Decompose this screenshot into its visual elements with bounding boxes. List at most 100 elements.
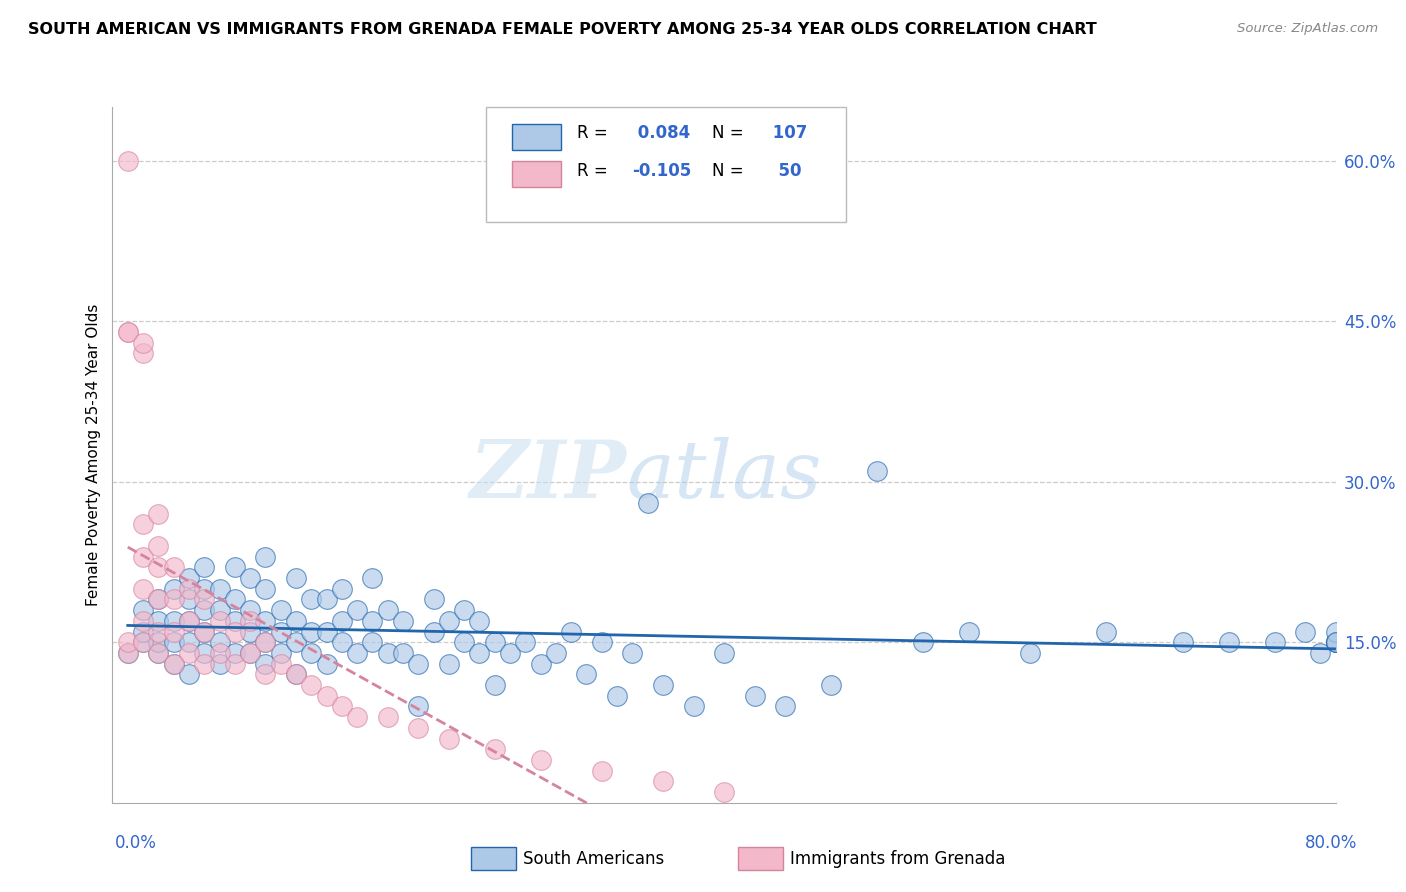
Point xyxy=(148,646,170,660)
Point xyxy=(1324,635,1347,649)
Point xyxy=(117,153,139,168)
Point xyxy=(408,721,430,735)
Point xyxy=(177,571,200,585)
Point xyxy=(224,560,246,574)
Point xyxy=(254,657,277,671)
Point xyxy=(132,624,155,639)
Point xyxy=(148,539,170,553)
Text: R =: R = xyxy=(578,162,607,180)
Point xyxy=(468,614,491,628)
Point xyxy=(484,635,506,649)
Point xyxy=(224,614,246,628)
Point xyxy=(254,549,277,564)
Point xyxy=(132,614,155,628)
Point xyxy=(1264,635,1286,649)
Point xyxy=(330,635,353,649)
Point xyxy=(148,624,170,639)
Point xyxy=(239,614,262,628)
Point xyxy=(408,657,430,671)
Point xyxy=(177,646,200,660)
Point xyxy=(713,785,735,799)
Point xyxy=(530,753,553,767)
Point xyxy=(652,774,675,789)
Point xyxy=(437,614,460,628)
Point xyxy=(117,325,139,339)
Point xyxy=(254,614,277,628)
Point xyxy=(208,657,231,671)
Point xyxy=(1218,635,1240,649)
Point xyxy=(193,624,215,639)
Point xyxy=(377,646,399,660)
Point xyxy=(484,742,506,756)
Point xyxy=(330,699,353,714)
Point xyxy=(224,646,246,660)
Point xyxy=(239,646,262,660)
Point xyxy=(1309,646,1331,660)
Point xyxy=(270,603,292,617)
Point xyxy=(177,635,200,649)
Point xyxy=(437,731,460,746)
Point xyxy=(193,603,215,617)
Point xyxy=(132,635,155,649)
Text: 107: 107 xyxy=(766,125,807,143)
Point xyxy=(1324,635,1347,649)
Point xyxy=(163,592,186,607)
Point xyxy=(270,657,292,671)
Point xyxy=(346,603,368,617)
Point xyxy=(315,624,337,639)
Point xyxy=(637,496,659,510)
Text: 0.0%: 0.0% xyxy=(115,834,157,852)
Point xyxy=(239,603,262,617)
Point xyxy=(148,614,170,628)
Point xyxy=(284,571,308,585)
Text: Source: ZipAtlas.com: Source: ZipAtlas.com xyxy=(1237,22,1378,36)
Point xyxy=(330,614,353,628)
Text: SOUTH AMERICAN VS IMMIGRANTS FROM GRENADA FEMALE POVERTY AMONG 25-34 YEAR OLDS C: SOUTH AMERICAN VS IMMIGRANTS FROM GRENAD… xyxy=(28,22,1097,37)
Point xyxy=(117,325,139,339)
Point xyxy=(177,667,200,681)
Point xyxy=(346,710,368,724)
Point xyxy=(744,689,766,703)
Point xyxy=(408,699,430,714)
Point xyxy=(1294,624,1316,639)
FancyBboxPatch shape xyxy=(485,107,846,222)
Point xyxy=(132,346,155,360)
Point xyxy=(193,560,215,574)
FancyBboxPatch shape xyxy=(512,161,561,187)
Point xyxy=(224,657,246,671)
Point xyxy=(621,646,644,660)
Point xyxy=(132,603,155,617)
Point xyxy=(544,646,567,660)
Point xyxy=(208,646,231,660)
Point xyxy=(1324,635,1347,649)
Point xyxy=(177,592,200,607)
Point xyxy=(163,582,186,596)
Point xyxy=(284,667,308,681)
Point xyxy=(606,689,628,703)
Point xyxy=(177,614,200,628)
Point xyxy=(117,635,139,649)
Point xyxy=(284,667,308,681)
Point xyxy=(254,635,277,649)
Point xyxy=(270,624,292,639)
Point xyxy=(208,614,231,628)
Point xyxy=(239,624,262,639)
Point xyxy=(117,646,139,660)
Point xyxy=(1018,646,1040,660)
Point xyxy=(515,635,537,649)
Point xyxy=(208,635,231,649)
Text: -0.105: -0.105 xyxy=(633,162,692,180)
Point xyxy=(117,646,139,660)
Point xyxy=(163,560,186,574)
Point xyxy=(132,635,155,649)
Point xyxy=(453,635,475,649)
Text: N =: N = xyxy=(711,162,744,180)
Point xyxy=(315,689,337,703)
Point xyxy=(148,592,170,607)
Text: R =: R = xyxy=(578,125,607,143)
Point xyxy=(132,517,155,532)
Point xyxy=(315,592,337,607)
Point xyxy=(193,592,215,607)
Point xyxy=(682,699,704,714)
Point xyxy=(299,678,322,692)
